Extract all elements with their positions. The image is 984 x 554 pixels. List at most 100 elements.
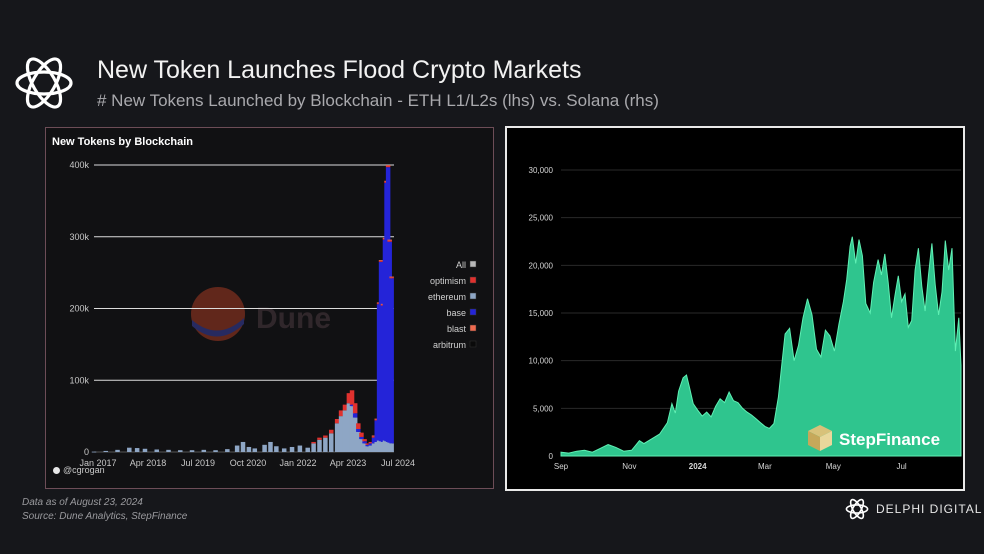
bar-segment-ethereum	[338, 416, 344, 452]
x-tick-label: Apr 2023	[330, 458, 367, 468]
legend-swatch	[469, 340, 477, 348]
legend-swatch	[469, 324, 477, 332]
bar-segment-base	[389, 278, 394, 444]
legend-label[interactable]: base	[446, 308, 466, 318]
y-tick-label: 25,000	[529, 214, 554, 223]
bar-segment-ethereum	[91, 451, 97, 453]
bar-segment-ethereum	[297, 445, 303, 452]
x-tick-label: Jul 2019	[181, 458, 215, 468]
bar-segment-blast	[387, 239, 392, 241]
bar-segment-base	[349, 404, 355, 407]
bar-segment-ethereum	[268, 441, 273, 452]
legend-label[interactable]: optimism	[430, 276, 466, 286]
y-tick-label: 0	[549, 452, 554, 461]
solana-area-chart: 0 5,000 10,000 15,000 20,000 25,000 30,000 Sep…	[529, 166, 962, 471]
y-tick-label: 400k	[69, 160, 89, 170]
bar-segment-optimism	[387, 240, 392, 242]
x-tick-label: Nov	[622, 462, 636, 471]
stepfinance-cube-icon	[808, 425, 832, 451]
bar-segment-optimism	[317, 437, 322, 440]
bar-segment-blast	[378, 260, 384, 261]
bar-segment-ethereum	[281, 448, 287, 452]
bar-segment-ethereum	[262, 444, 267, 452]
bar-segment-ethereum	[352, 417, 358, 452]
bar-segment-base	[356, 429, 361, 432]
bar-segment-optimism	[359, 432, 364, 437]
bar-segment-ethereum	[252, 448, 258, 452]
data-date-note: Data as of August 23, 2024	[22, 497, 143, 508]
bar-segment-ethereum	[178, 450, 183, 452]
y-tick-label: 200k	[69, 304, 89, 314]
bar-segment-optimism	[371, 436, 377, 438]
bar-segment-ethereum	[323, 437, 328, 452]
legend-swatch	[469, 308, 477, 316]
bar-segment-blast	[389, 276, 394, 278]
x-tick-label: Apr 2018	[130, 458, 167, 468]
bar-segment-optimism	[311, 441, 316, 444]
bar-segment-ethereum	[240, 441, 246, 452]
y-tick-label: 15,000	[529, 309, 554, 318]
bar-segment-ethereum	[213, 450, 218, 452]
bar-segment-optimism	[356, 423, 361, 430]
bar-segment-ethereum	[305, 447, 310, 452]
bar-segment-ethereum	[368, 445, 374, 452]
bar-segment-ethereum	[317, 439, 322, 452]
bar-segment-ethereum	[334, 423, 340, 452]
bar-segment-optimism	[365, 443, 370, 445]
bar-segment-ethereum	[115, 449, 120, 452]
bar-segment-ethereum	[154, 449, 159, 452]
bar-segment-optimism	[349, 390, 355, 405]
right-chart-panel: 0 5,000 10,000 15,000 20,000 25,000 30,000 Sep…	[505, 126, 965, 491]
bar-segment-ethereum	[346, 403, 352, 452]
bar-segment-ethereum	[127, 447, 132, 452]
bar-segment-ethereum	[274, 446, 279, 452]
bar-segment-ethereum	[189, 450, 195, 452]
bar-segment-optimism	[329, 429, 334, 434]
new-tokens-bar-chart: Dune 0 100k 200k 300k 400k Jan 2017 Apr 2018 J…	[69, 160, 477, 468]
user-handle[interactable]: @cgrogan	[63, 465, 105, 475]
bar-segment-optimism	[346, 393, 352, 404]
bar-segment-ethereum	[311, 443, 316, 452]
x-tick-label: Jul 2024	[381, 458, 415, 468]
bar-segment-ethereum	[362, 443, 367, 452]
legend-swatch	[469, 276, 477, 284]
bar-segment-ethereum	[371, 443, 377, 452]
y-tick-label: 300k	[69, 232, 89, 242]
bar-segment-optimism	[338, 410, 344, 417]
bar-segment-ethereum	[134, 448, 140, 452]
delphi-brand-icon	[845, 498, 869, 520]
bar-segment-optimism	[389, 277, 394, 279]
left-chart-title: New Tokens by Blockchain	[52, 136, 194, 148]
x-tick-label: Jan 2022	[279, 458, 316, 468]
bar-segment-optimism	[378, 260, 384, 262]
bar-segment-ethereum	[389, 443, 394, 452]
bar-segment-ethereum	[246, 446, 252, 452]
y-tick-label: 5,000	[533, 404, 554, 413]
stepfinance-watermark-text: StepFinance	[839, 430, 940, 449]
bar-segment-optimism	[352, 403, 358, 414]
bar-segment-ethereum	[356, 431, 361, 452]
solana-area	[560, 236, 962, 457]
dune-watermark-text: Dune	[256, 302, 331, 335]
legend-label[interactable]: arbitrum	[433, 340, 466, 350]
y-tick-label: 0	[84, 447, 89, 457]
x-tick-label: Oct 2020	[230, 458, 267, 468]
x-tick-label: Jan 2017	[79, 458, 116, 468]
bar-segment-ethereum	[359, 439, 364, 452]
source-note: Source: Dune Analytics, StepFinance	[22, 511, 188, 522]
user-avatar-icon	[53, 467, 60, 474]
x-tick-label: 2024	[689, 462, 707, 471]
bar-segment-optimism	[334, 418, 340, 424]
bar-segment-ethereum	[329, 433, 334, 452]
legend-label[interactable]: All	[456, 260, 466, 270]
bar-segment-ethereum	[234, 445, 240, 452]
bar-segment-blast	[385, 165, 391, 166]
bar-segment-optimism	[323, 435, 328, 438]
y-tick-label: 10,000	[529, 357, 554, 366]
dune-watermark: Dune	[191, 287, 331, 341]
bar-segment-ethereum	[374, 441, 379, 452]
bar-segment-ethereum	[103, 450, 109, 452]
legend-label[interactable]: blast	[447, 324, 467, 334]
bar-segment-optimism	[368, 441, 374, 444]
legend-label[interactable]: ethereum	[428, 292, 466, 302]
